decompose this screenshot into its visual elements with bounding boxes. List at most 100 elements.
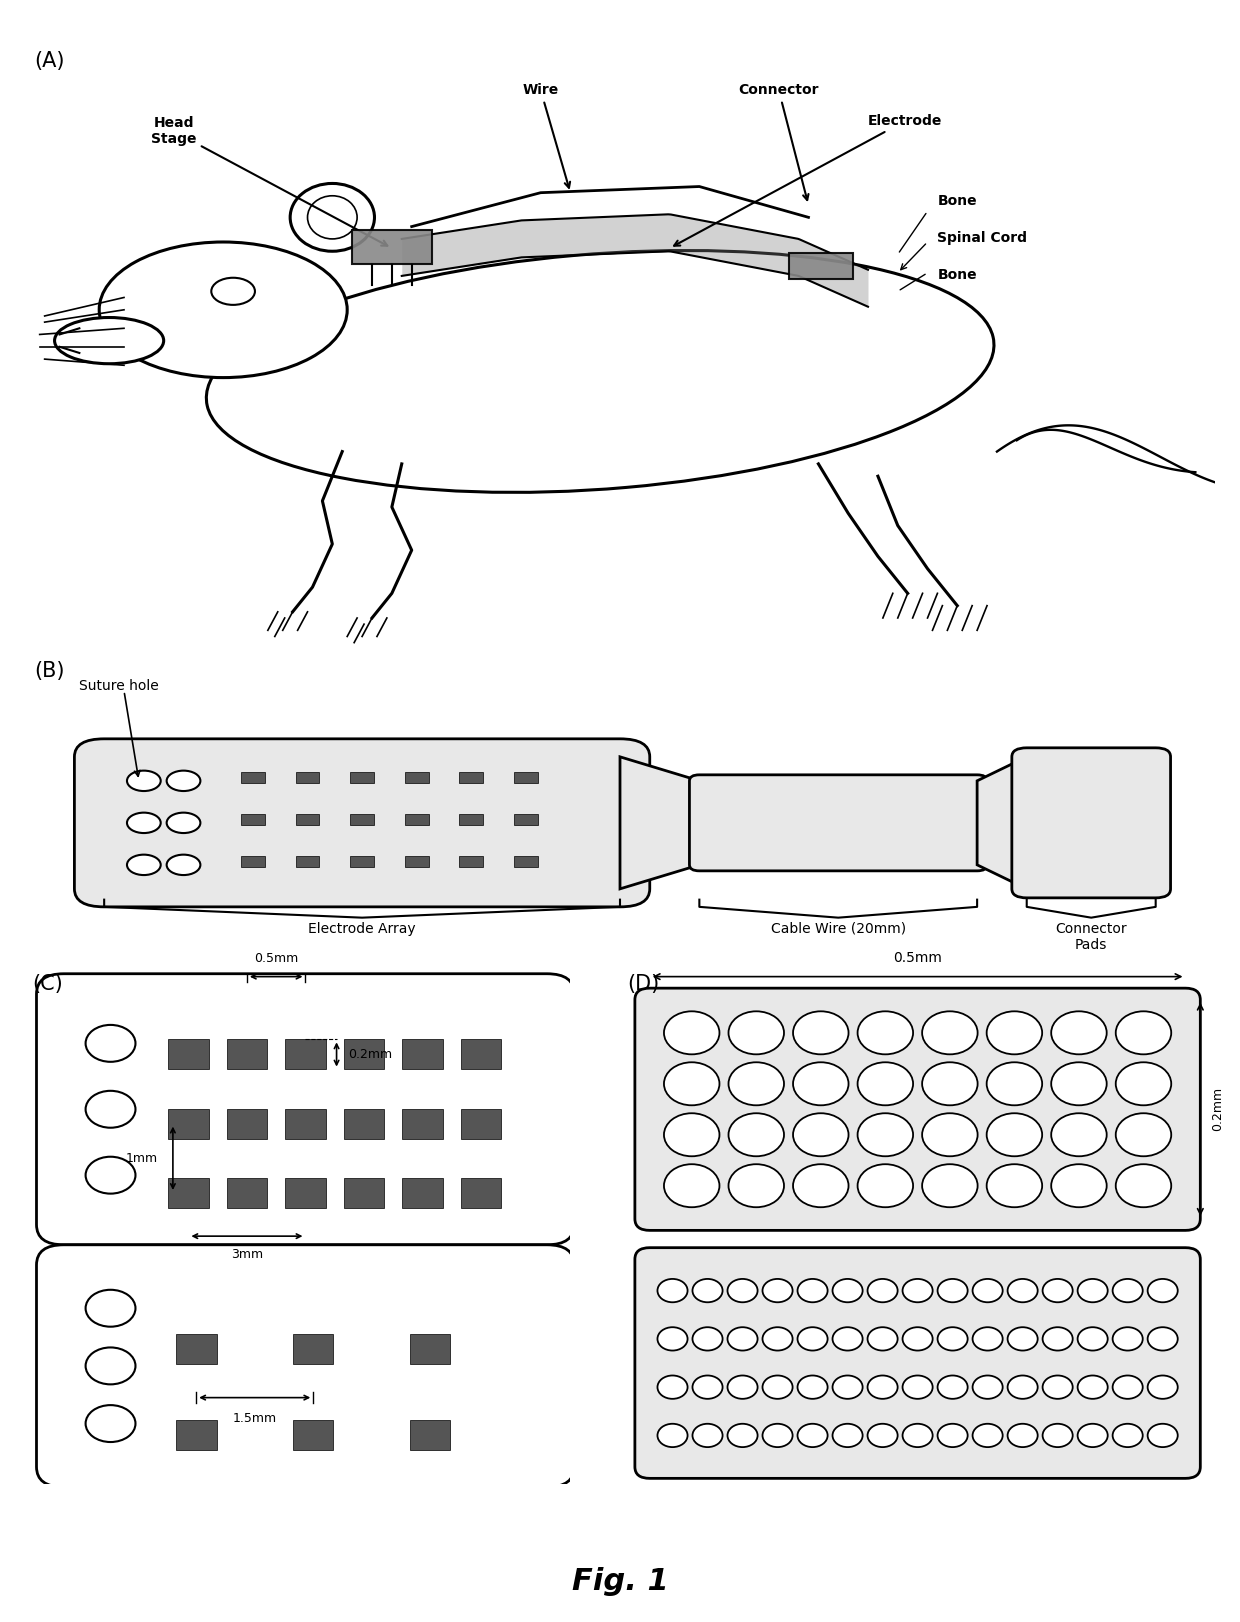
Text: Head
Stage: Head Stage [151,117,387,247]
Circle shape [937,1424,967,1447]
Text: Electrode Array: Electrode Array [309,921,415,936]
Circle shape [923,1062,977,1105]
Circle shape [728,1424,758,1447]
Circle shape [1043,1375,1073,1398]
Bar [227,1040,267,1069]
Text: 1mm: 1mm [125,1152,157,1165]
Circle shape [923,1165,977,1207]
FancyBboxPatch shape [635,1247,1200,1478]
Circle shape [972,1278,1003,1302]
Circle shape [86,1092,135,1127]
Bar [350,856,374,868]
Bar [513,856,538,868]
Circle shape [1052,1113,1107,1156]
Bar [295,772,320,783]
Circle shape [763,1375,792,1398]
Circle shape [1043,1424,1073,1447]
Circle shape [86,1025,135,1062]
Circle shape [166,770,201,792]
Circle shape [794,1011,848,1054]
Text: Fig. 1: Fig. 1 [572,1567,668,1596]
Circle shape [858,1165,913,1207]
Circle shape [832,1327,863,1351]
Text: Bone: Bone [937,268,977,282]
Circle shape [728,1375,758,1398]
Circle shape [832,1424,863,1447]
Bar [459,772,484,783]
Circle shape [1078,1278,1107,1302]
Circle shape [1052,1062,1107,1105]
Circle shape [794,1165,848,1207]
Bar [404,772,429,783]
Circle shape [858,1011,913,1054]
Circle shape [987,1062,1042,1105]
Text: (B): (B) [35,660,66,681]
Circle shape [832,1278,863,1302]
Circle shape [1008,1424,1038,1447]
Circle shape [972,1375,1003,1398]
Circle shape [987,1113,1042,1156]
Bar [404,856,429,868]
Polygon shape [977,757,1027,889]
Circle shape [1112,1375,1143,1398]
Circle shape [903,1375,932,1398]
Circle shape [794,1062,848,1105]
Circle shape [692,1424,723,1447]
Circle shape [657,1327,687,1351]
Bar [295,814,320,826]
Text: Connector: Connector [739,83,818,200]
Circle shape [903,1327,932,1351]
Bar [459,856,484,868]
Circle shape [903,1424,932,1447]
Text: (A): (A) [35,50,66,71]
Ellipse shape [55,318,164,363]
Circle shape [657,1278,687,1302]
Bar [169,1040,208,1069]
FancyBboxPatch shape [36,973,574,1244]
Circle shape [126,855,161,874]
FancyBboxPatch shape [36,1244,574,1487]
Circle shape [663,1062,719,1105]
Circle shape [728,1113,784,1156]
Circle shape [923,1011,977,1054]
Bar [350,772,374,783]
Bar [350,814,374,826]
FancyBboxPatch shape [689,775,987,871]
Circle shape [832,1375,863,1398]
Circle shape [657,1424,687,1447]
Circle shape [868,1327,898,1351]
Bar [241,772,265,783]
Circle shape [728,1278,758,1302]
Circle shape [1052,1165,1107,1207]
Bar [460,1040,501,1069]
Bar [241,856,265,868]
Text: 0.5mm: 0.5mm [254,952,299,965]
Circle shape [868,1424,898,1447]
Bar [343,1040,384,1069]
Bar [176,1421,217,1450]
Circle shape [1008,1327,1038,1351]
Circle shape [692,1327,723,1351]
Ellipse shape [206,250,994,493]
Circle shape [858,1113,913,1156]
Bar [285,1040,326,1069]
Circle shape [1116,1113,1172,1156]
Circle shape [1112,1424,1143,1447]
Circle shape [797,1424,827,1447]
Circle shape [663,1165,719,1207]
Circle shape [797,1375,827,1398]
Circle shape [1078,1327,1107,1351]
Text: Bone: Bone [937,195,977,208]
Circle shape [663,1011,719,1054]
Circle shape [86,1289,135,1327]
Text: 3mm: 3mm [231,1247,263,1260]
Bar [402,1178,443,1208]
Bar [410,1333,450,1364]
Text: Suture hole: Suture hole [79,678,159,693]
Circle shape [657,1375,687,1398]
Bar [285,1178,326,1208]
Circle shape [663,1113,719,1156]
Circle shape [1148,1278,1178,1302]
Circle shape [86,1405,135,1442]
Circle shape [1078,1375,1107,1398]
